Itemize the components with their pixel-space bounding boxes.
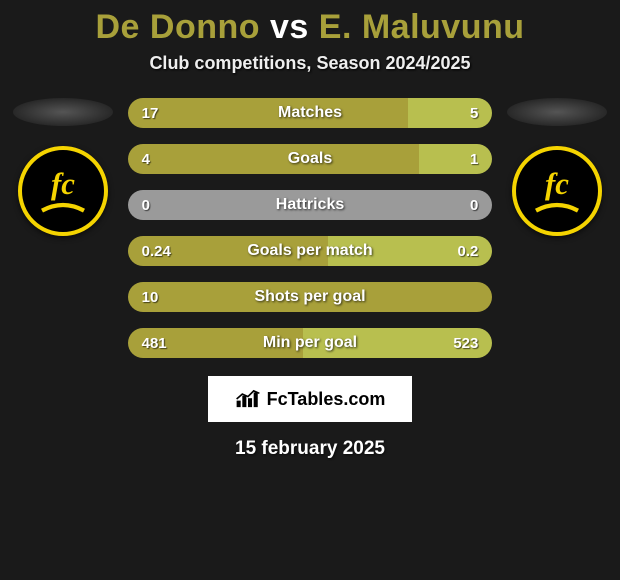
- stat-row: 17 5 Matches: [128, 98, 493, 128]
- page-title: De Donno vs E. Maluvunu: [0, 8, 620, 47]
- right-club-logo: fc: [512, 146, 602, 236]
- stat-left-value: 4: [142, 151, 150, 168]
- player2-name: E. Maluvunu: [319, 8, 525, 46]
- stat-right-value: 5: [470, 105, 478, 122]
- stat-name: Matches: [278, 104, 342, 122]
- club-crest-icon: fc: [522, 156, 592, 226]
- player1-name: De Donno: [95, 8, 260, 46]
- svg-text:fc: fc: [51, 167, 75, 201]
- stat-name: Hattricks: [276, 196, 344, 214]
- stat-left-value: 10: [142, 289, 159, 306]
- stat-left-value: 481: [142, 335, 167, 352]
- stat-left-value: 0: [142, 197, 150, 214]
- player-photo-placeholder: [507, 98, 607, 126]
- vs-label: vs: [270, 8, 309, 46]
- stat-left-value: 0.24: [142, 243, 171, 260]
- club-crest-icon: fc: [28, 156, 98, 226]
- stat-name: Goals per match: [247, 242, 372, 260]
- comparison-panel: fc 17 5 Matches 4 1 Goals 0 0 Hattricks 0.24 0.2 Go…: [0, 98, 620, 358]
- stat-right-value: 0.2: [458, 243, 479, 260]
- stat-row: 10 Shots per goal: [128, 282, 493, 312]
- left-club-logo: fc: [18, 146, 108, 236]
- date-label: 15 february 2025: [0, 438, 620, 460]
- stat-row: 481 523 Min per goal: [128, 328, 493, 358]
- stats-chart: 17 5 Matches 4 1 Goals 0 0 Hattricks 0.24 0.2 Goals…: [128, 98, 493, 358]
- player-photo-placeholder: [13, 98, 113, 126]
- right-player-column: fc: [502, 98, 612, 236]
- stat-left-value: 17: [142, 105, 159, 122]
- subtitle: Club competitions, Season 2024/2025: [0, 53, 620, 74]
- stat-name: Shots per goal: [254, 288, 365, 306]
- stat-name: Goals: [288, 150, 332, 168]
- stat-row: 0.24 0.2 Goals per match: [128, 236, 493, 266]
- stat-right-value: 523: [453, 335, 478, 352]
- stat-row: 0 0 Hattricks: [128, 190, 493, 220]
- stat-right-value: 1: [470, 151, 478, 168]
- stat-right-value: 0: [470, 197, 478, 214]
- brand-badge: FcTables.com: [208, 376, 412, 422]
- brand-text: FcTables.com: [267, 389, 386, 410]
- stat-name: Min per goal: [263, 334, 357, 352]
- stat-row: 4 1 Goals: [128, 144, 493, 174]
- brand-chart-icon: [235, 389, 261, 409]
- svg-text:fc: fc: [545, 167, 569, 201]
- left-player-column: fc: [8, 98, 118, 236]
